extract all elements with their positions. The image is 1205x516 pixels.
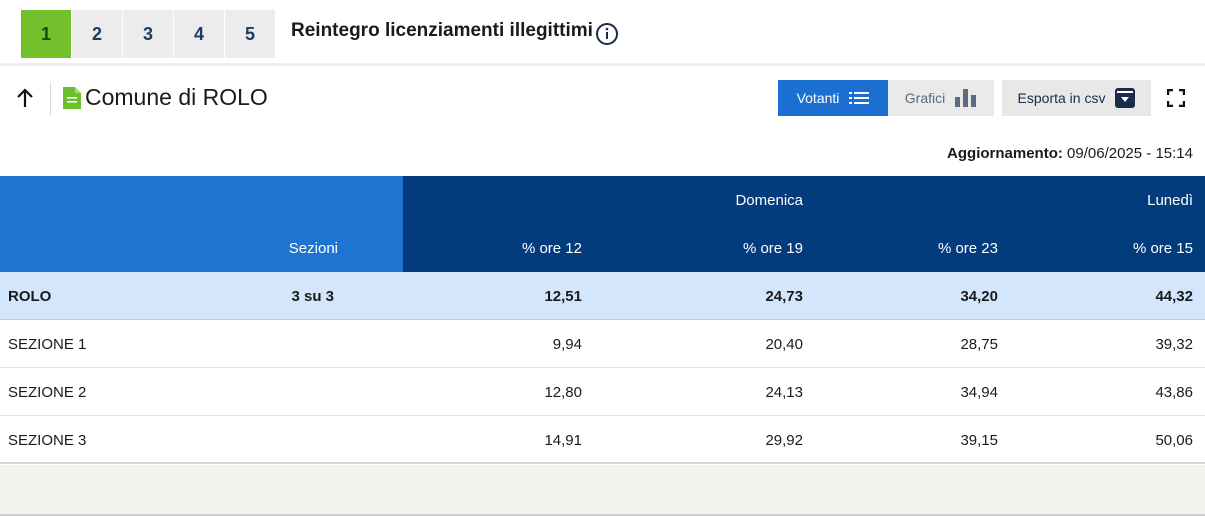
- day-header-lunedi: Lunedì: [1147, 191, 1193, 209]
- row-ore12: 9,94: [552, 335, 582, 353]
- total-row-ore19: 24,73: [765, 287, 803, 305]
- col-header-ore12: % ore 12: [521, 239, 582, 257]
- tab-2[interactable]: 2: [72, 10, 123, 58]
- row-ore19: 20,40: [765, 335, 803, 353]
- row-ore23: 34,94: [960, 383, 998, 401]
- referendum-tabs: 1 2 3 4 5: [21, 10, 276, 58]
- tab-1[interactable]: 1: [21, 10, 72, 58]
- export-csv-label: Esporta in csv: [1017, 90, 1106, 106]
- row-ore15: 39,32: [1155, 335, 1193, 353]
- row-ore15: 50,06: [1155, 431, 1193, 449]
- table-row: SEZIONE 3 14,91 29,92 39,15 50,06: [0, 416, 1205, 464]
- grafici-button[interactable]: Grafici: [888, 80, 994, 116]
- day-header-domenica: Domenica: [735, 191, 803, 209]
- row-name: SEZIONE 1: [8, 335, 87, 353]
- row-ore15: 43,86: [1155, 383, 1193, 401]
- total-row-sezioni: 3 su 3: [291, 287, 334, 305]
- list-icon: [849, 92, 870, 104]
- row-ore19: 29,92: [765, 431, 803, 449]
- total-row-name: ROLO: [8, 287, 52, 305]
- update-value: 09/06/2025 - 15:14: [1067, 145, 1193, 162]
- grafici-label: Grafici: [904, 90, 946, 106]
- tab-5[interactable]: 5: [225, 10, 276, 58]
- votanti-label: Votanti: [796, 90, 840, 106]
- fullscreen-icon[interactable]: [1167, 89, 1185, 107]
- col-header-ore23: % ore 23: [937, 239, 998, 257]
- row-ore12: 14,91: [544, 431, 582, 449]
- total-row: ROLO 3 su 3 12,51 24,73 34,20 44,32: [0, 272, 1205, 320]
- divider: [50, 82, 51, 116]
- referendum-title: Reintegro licenziamenti illegittimi: [291, 20, 593, 41]
- export-csv-button[interactable]: Esporta in csv: [1002, 80, 1151, 116]
- col-header-sezioni: Sezioni: [288, 239, 338, 257]
- top-bar: 1 2 3 4 5 Reintegro licenziamenti illegi…: [0, 0, 1205, 66]
- info-icon[interactable]: [595, 22, 619, 46]
- row-name: SEZIONE 2: [8, 383, 87, 401]
- row-name: SEZIONE 3: [8, 431, 87, 449]
- table-row: SEZIONE 1 9,94 20,40 28,75 39,32: [0, 320, 1205, 368]
- back-arrow-icon[interactable]: [14, 86, 36, 110]
- row-ore19: 24,13: [765, 383, 803, 401]
- document-icon: [63, 87, 81, 109]
- table-row: SEZIONE 2 12,80 24,13 34,94 43,86: [0, 368, 1205, 416]
- col-header-ore19: % ore 19: [742, 239, 803, 257]
- footer-area: [0, 465, 1205, 516]
- total-row-ore15: 44,32: [1155, 287, 1193, 305]
- row-ore23: 28,75: [960, 335, 998, 353]
- comune-title: Comune di ROLO: [85, 84, 268, 110]
- total-row-ore12: 12,51: [544, 287, 582, 305]
- update-timestamp: Aggiornamento: 09/06/2025 - 15:14: [947, 145, 1193, 162]
- tab-3[interactable]: 3: [123, 10, 174, 58]
- tab-4[interactable]: 4: [174, 10, 225, 58]
- update-label: Aggiornamento:: [947, 145, 1063, 162]
- votanti-button[interactable]: Votanti: [778, 80, 888, 116]
- bar-chart-icon: [955, 89, 977, 107]
- col-header-ore15: % ore 15: [1132, 239, 1193, 257]
- row-ore12: 12,80: [544, 383, 582, 401]
- row-ore23: 39,15: [960, 431, 998, 449]
- download-box-icon: [1115, 88, 1136, 108]
- total-row-ore23: 34,20: [960, 287, 998, 305]
- table-header-left-block: Sezioni: [0, 176, 403, 272]
